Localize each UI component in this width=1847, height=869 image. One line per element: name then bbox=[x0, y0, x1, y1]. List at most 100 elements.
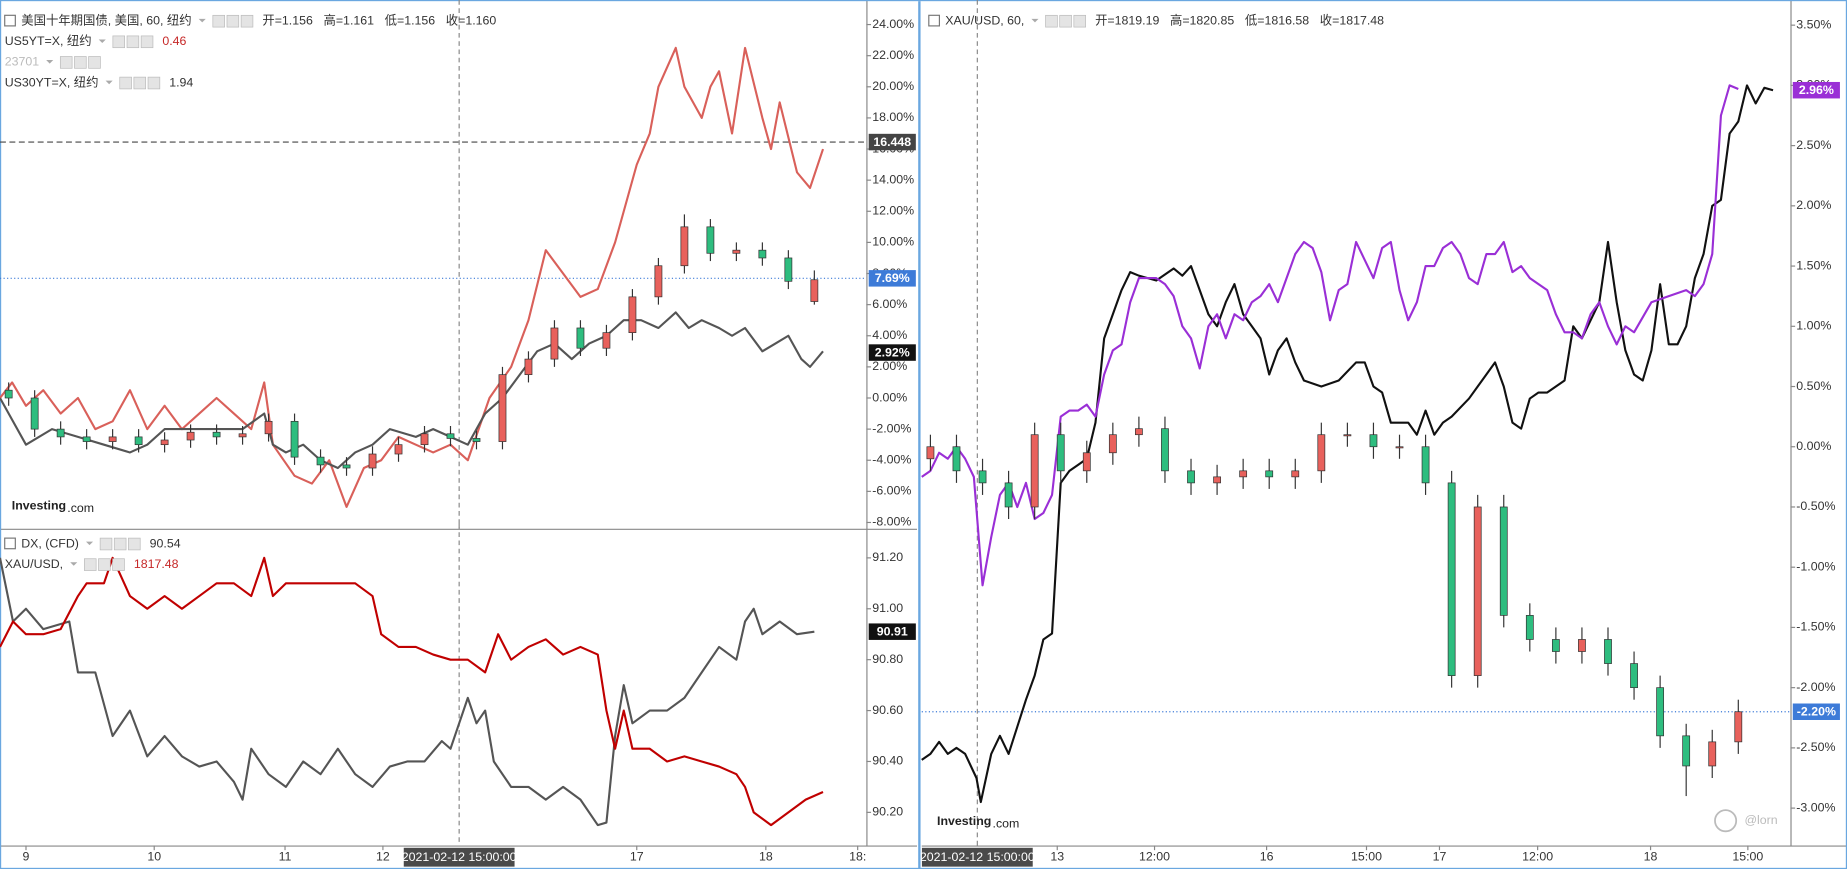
candle-body bbox=[394, 444, 403, 455]
legend-value: 开=1.156 bbox=[262, 13, 313, 27]
legend-icon bbox=[74, 56, 87, 69]
candle-body bbox=[1108, 434, 1117, 454]
price-tag bbox=[1792, 81, 1840, 99]
candle-body bbox=[1656, 687, 1665, 737]
x-tick-label: 16 bbox=[1260, 849, 1274, 863]
candle-body bbox=[1682, 735, 1691, 767]
candle-body bbox=[550, 327, 559, 360]
candle-body bbox=[238, 433, 247, 438]
y-tick-label: -1.00% bbox=[1796, 559, 1835, 573]
x-tick-label: 12:00 bbox=[1139, 849, 1170, 863]
candle-body bbox=[186, 431, 195, 441]
legend-name: XAU/USD, bbox=[5, 557, 63, 571]
legend-icon bbox=[98, 558, 111, 571]
price-tag bbox=[868, 623, 916, 640]
legend-name: US5YT=X, 纽约 bbox=[5, 33, 92, 48]
watermark-suffix: .com bbox=[993, 817, 1020, 831]
candle-body bbox=[926, 446, 935, 460]
price-tag bbox=[868, 270, 916, 287]
price-tag-label: 16.448 bbox=[873, 135, 911, 149]
y-tick-label: 2.00% bbox=[1796, 198, 1831, 212]
y-tick-label: -2.50% bbox=[1796, 740, 1835, 754]
x-tick-label: 15:00 bbox=[1732, 849, 1763, 863]
candle-body bbox=[1213, 476, 1221, 484]
legend-caret bbox=[98, 39, 106, 43]
candle-body bbox=[784, 257, 793, 282]
legend-value: 低=1816.58 bbox=[1245, 13, 1309, 27]
price-tag-label: 2.92% bbox=[875, 345, 910, 359]
candle-body bbox=[108, 436, 117, 442]
legend-icon bbox=[147, 76, 161, 90]
series-line bbox=[0, 311, 824, 470]
y-tick-label: 10.00% bbox=[872, 235, 914, 249]
legend-value: 1817.48 bbox=[134, 557, 179, 571]
collapse-icon bbox=[4, 14, 16, 27]
candle-body bbox=[82, 436, 91, 442]
legend-icon bbox=[88, 56, 101, 69]
series-line bbox=[0, 557, 815, 827]
candle-body bbox=[576, 327, 585, 349]
candle-body bbox=[680, 226, 689, 267]
x-tick-label: 10 bbox=[147, 849, 161, 863]
candle-body bbox=[212, 431, 221, 438]
series-line bbox=[0, 556, 824, 827]
candle-body bbox=[1734, 711, 1743, 743]
y-tick-label: 6.00% bbox=[872, 297, 907, 311]
y-tick-label: 91.20 bbox=[872, 550, 903, 564]
candle-body bbox=[368, 453, 377, 469]
candle-body bbox=[1578, 639, 1586, 652]
x-tick-label: 18: bbox=[849, 849, 866, 863]
candle-body bbox=[1161, 428, 1169, 472]
y-tick-label: -1.50% bbox=[1796, 620, 1835, 634]
watermark: Investing bbox=[937, 814, 991, 828]
candle-body bbox=[1708, 741, 1717, 767]
chart-panel: 91.20 91.00 90.80 90.60 90.40 90.20 9 10 11 12 17 1… bbox=[0, 523, 916, 867]
y-tick-label: 22.00% bbox=[872, 48, 914, 62]
candle-body bbox=[264, 420, 273, 435]
y-tick-label: -2.00% bbox=[1796, 680, 1835, 694]
candle-body bbox=[316, 456, 325, 466]
price-tag-label: 7.69% bbox=[875, 271, 910, 285]
y-tick-label: 3.50% bbox=[1796, 17, 1831, 31]
y-tick-label: 14.00% bbox=[872, 172, 914, 186]
y-tick-label: 90.40 bbox=[872, 754, 903, 768]
candle-body bbox=[1525, 615, 1534, 640]
legend-name: XAU/USD, 60, bbox=[945, 13, 1024, 27]
y-tick-label: -2.00% bbox=[872, 421, 911, 435]
legend-icon bbox=[126, 35, 140, 49]
overlay-watermark: @lorn bbox=[1744, 813, 1777, 827]
candle-body bbox=[1499, 506, 1508, 616]
legend-value: 高=1820.85 bbox=[1170, 12, 1234, 27]
y-tick-label: 1.50% bbox=[1796, 258, 1831, 272]
y-tick-label: 24.00% bbox=[872, 17, 914, 31]
candle-body bbox=[498, 374, 507, 442]
chart-separator bbox=[918, 1, 921, 869]
legend-value: 收=1817.48 bbox=[1320, 13, 1384, 27]
candle-body bbox=[1265, 470, 1274, 478]
candle-body bbox=[1030, 434, 1039, 508]
overlay-icon bbox=[1714, 809, 1738, 833]
legend-value: 0.46 bbox=[162, 34, 186, 48]
candle-body bbox=[706, 226, 715, 254]
legend-caret bbox=[70, 562, 78, 566]
candle-body bbox=[472, 438, 481, 442]
y-tick-label: -6.00% bbox=[872, 484, 911, 498]
legend-icon bbox=[1045, 14, 1058, 28]
candle-body bbox=[56, 428, 65, 438]
legend-icon bbox=[226, 14, 240, 28]
crosshair-label: 2021-02-12 15:00:00 bbox=[920, 850, 1035, 864]
x-tick-label: 12:00 bbox=[1522, 849, 1553, 863]
candle-body bbox=[758, 249, 767, 259]
legend-icon bbox=[133, 76, 147, 90]
candle-body bbox=[134, 436, 143, 446]
candle-body bbox=[30, 397, 39, 430]
legend-caret bbox=[198, 18, 206, 23]
legend-icon bbox=[113, 537, 127, 551]
candle-body bbox=[420, 433, 429, 446]
y-tick-label: 91.00 bbox=[872, 601, 903, 615]
candle-body bbox=[1447, 482, 1456, 676]
price-tag-label: -2.20% bbox=[1797, 705, 1836, 719]
candle-body bbox=[4, 389, 13, 399]
legend-caret bbox=[85, 541, 94, 546]
candle-body bbox=[1343, 434, 1352, 437]
